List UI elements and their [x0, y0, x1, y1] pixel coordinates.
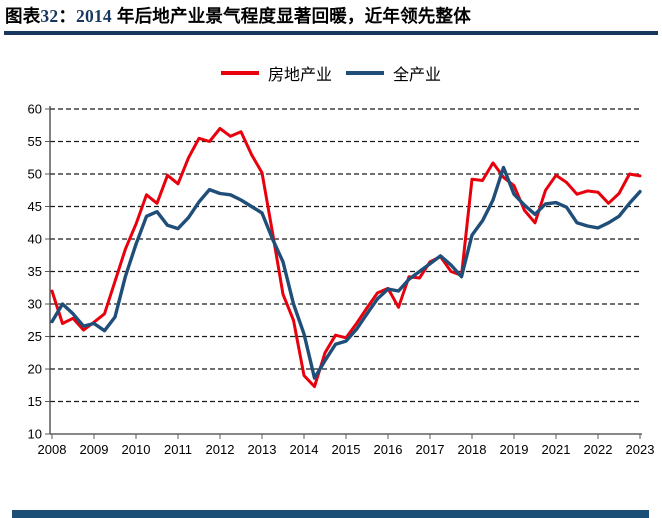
- figure-title-prefix: 图表: [5, 6, 41, 26]
- y-tick-label: 40: [28, 232, 42, 247]
- y-tick-label: 20: [28, 362, 42, 377]
- series-line-房地产业: [50, 127, 642, 389]
- legend-item-real-estate: 房地产业: [220, 61, 332, 85]
- legend-item-all-industry: 全产业: [346, 61, 441, 85]
- y-tick-label: 55: [28, 134, 42, 149]
- x-tick-label: 2021: [542, 442, 571, 457]
- title-underline: [4, 31, 658, 35]
- x-tick-label: 2016: [374, 442, 403, 457]
- legend-line-swatch-navy: [346, 71, 384, 75]
- y-tick-label: 35: [28, 264, 42, 279]
- x-tick-label: 2008: [38, 442, 67, 457]
- x-tick-label: 2015: [332, 442, 361, 457]
- y-tick-label: 10: [28, 427, 42, 442]
- y-tick-label: 45: [28, 199, 42, 214]
- x-tick-label: 2019: [500, 442, 529, 457]
- y-tick-label: 50: [28, 167, 42, 182]
- y-tick-label: 30: [28, 297, 42, 312]
- figure-title: 图表32：2014 年后地产业景气程度显著回暖，近年领先整体: [5, 3, 471, 28]
- figure-title-colon: ：: [58, 6, 77, 26]
- legend-label-all-industry: 全产业: [393, 67, 442, 84]
- x-tick-label: 2013: [248, 442, 277, 457]
- x-tick-label: 2011: [164, 442, 192, 457]
- x-tick-label: 2009: [80, 442, 109, 457]
- chart-legend: 房地产业 全产业: [0, 61, 662, 85]
- figure-title-text: 年后地产业景气程度显著回暖，近年领先整体: [111, 6, 471, 26]
- x-tick-label: 2010: [122, 442, 151, 457]
- figure-title-year: 2014: [76, 6, 112, 26]
- line-chart-canvas: 10 15 20 25 30 35 40 45 50 55 60 2008 2009 2010 2011 20…: [28, 102, 655, 458]
- y-tick-label: 15: [28, 394, 42, 409]
- legend-line-swatch-red: [220, 71, 259, 75]
- x-tick-label: 2022: [584, 442, 613, 457]
- figure-number: 32: [40, 6, 59, 26]
- x-tick-label: 2023: [626, 442, 655, 457]
- legend-label-real-estate: 房地产业: [267, 67, 332, 84]
- x-tick-label: 2012: [206, 442, 235, 457]
- x-tick-label: 2017: [416, 442, 445, 457]
- series-line-全产业: [50, 165, 642, 380]
- footer-bar: [12, 510, 649, 518]
- x-tick-label: 2014: [290, 442, 319, 457]
- x-tick-label: 2018: [458, 442, 487, 457]
- y-tick-label: 60: [28, 102, 42, 117]
- y-tick-label: 25: [28, 329, 42, 344]
